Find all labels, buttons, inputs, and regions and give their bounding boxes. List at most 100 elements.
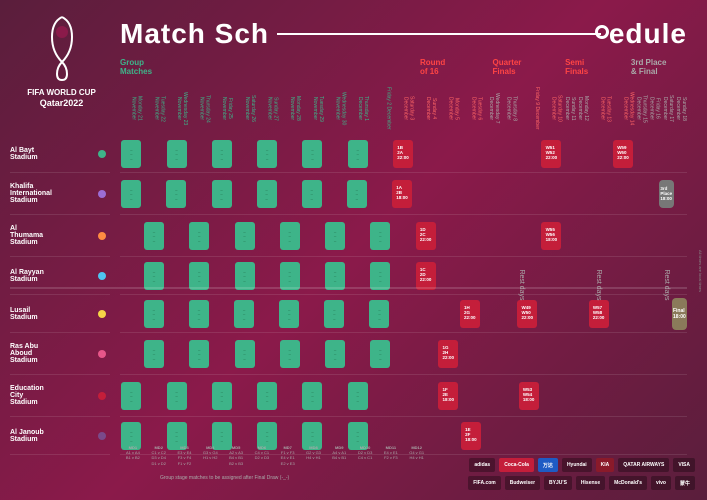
grid-cell [587, 179, 610, 209]
sponsors-row-2: FIFA.comBudweiserBYJU'SHisenseMcDonald's… [468, 476, 695, 490]
grid-cell [346, 221, 369, 251]
matchday-col: MD1A1 v A4B1 v B2 [120, 445, 146, 466]
grid-cell: ___ [278, 261, 301, 291]
schedule-grid: __________________1B 2A 22:00W51 W52 22:… [120, 135, 687, 455]
group-match-chip: ___ [370, 340, 390, 368]
grid-cell [460, 139, 483, 169]
date-col: Tuesday 13 December [589, 85, 612, 130]
grid-cell [661, 421, 674, 451]
grid-cell [576, 139, 589, 169]
knockout-chip: W53 W54 18:00 [519, 382, 539, 410]
date-col: Friday 9 December [517, 85, 540, 130]
grid-cell [633, 179, 646, 209]
group-match-chip: ___ [121, 140, 141, 168]
title-line [277, 33, 601, 35]
grid-cell [634, 421, 647, 451]
knockout-chip: W59 W60 22:00 [613, 140, 633, 168]
date-col: Sunday 11 December [563, 85, 576, 130]
grid-cell: ___ [255, 179, 278, 209]
grid-cell [437, 139, 460, 169]
grid-cell: ___ [188, 299, 211, 329]
grid-cell: ___ [346, 179, 369, 209]
group-match-chip: ___ [212, 140, 232, 168]
grid-cell: ___ [301, 381, 324, 411]
grid-cell: ___ [256, 381, 279, 411]
matchday-col: MD3E3 v E4F3 v F4F1 v F2 [172, 445, 198, 466]
stadium-row: Lusail Stadium [10, 295, 110, 333]
grid-cell: 1G 2H 22:00 [437, 339, 460, 369]
group-match-chip: ___ [280, 222, 300, 250]
grid-cell [647, 261, 660, 291]
date-col: Saturday 17 December [661, 85, 674, 130]
rest-days-label: Rest days [663, 269, 670, 300]
knockout-chip: 1F 2E 18:00 [438, 382, 458, 410]
grid-cell [233, 139, 256, 169]
date-col: Tuesday 29 November [301, 85, 324, 130]
grid-cell [612, 381, 635, 411]
grid-cell [481, 179, 499, 209]
grid-cell [634, 381, 647, 411]
grid-cell: 1B 2A 22:00 [392, 139, 415, 169]
grid-cell: ___ [278, 221, 301, 251]
date-col: Thursday 1 December [346, 85, 369, 130]
grid-cell [188, 139, 211, 169]
sponsor-logo: McDonald's [609, 476, 647, 490]
grid-cell: W51 W52 22:00 [540, 139, 563, 169]
grid-cell: ___ [188, 261, 211, 291]
grid-cell [482, 221, 500, 251]
grid-cell: ___ [324, 261, 347, 291]
grid-cell: ___ [346, 139, 369, 169]
grid-cell [674, 381, 687, 411]
group-match-chip: ___ [257, 140, 277, 168]
grid-row: __________________1G 2H 22:00 [120, 333, 687, 375]
grid-cell: ___ [165, 139, 188, 169]
date-col: Monday 28 November [278, 85, 301, 130]
grid-cell [210, 299, 233, 329]
grid-cell: ___ [233, 299, 256, 329]
grid-cell [539, 299, 562, 329]
title-right: edule [609, 18, 687, 50]
grid-cell [436, 179, 459, 209]
sponsor-logo: KIA [596, 458, 615, 472]
grid-cell [576, 421, 589, 451]
matchday-col: MD10D2 v D3C4 v C1 [352, 445, 378, 466]
group-match-chip: ___ [325, 340, 345, 368]
grid-cell [516, 179, 539, 209]
grid-cell: ___ [143, 221, 166, 251]
grid-cell: ___ [278, 339, 301, 369]
grid-cell [165, 299, 188, 329]
group-match-chip: ___ [370, 262, 390, 290]
stadium-row: Khalifa International Stadium [10, 173, 110, 215]
group-match-chip: ___ [234, 300, 254, 328]
grid-cell [460, 261, 483, 291]
grid-cell: W59 W60 22:00 [612, 139, 635, 169]
sponsor-logo: Coca-Cola [499, 458, 534, 472]
grid-cell [589, 381, 612, 411]
grid-cell [561, 299, 574, 329]
logo-trophy-icon [37, 12, 87, 82]
grid-cell [392, 221, 415, 251]
date-col: Tuesday 6 December [460, 85, 483, 130]
grid-cell [612, 261, 635, 291]
date-col: Saturday 26 November [233, 85, 256, 130]
final-chip: Final 18:00 [672, 298, 687, 330]
matchday-col: MD5A2 v A3B4 v B1B2 v B3 [223, 445, 249, 466]
grid-cell: 1A 2B 18:00 [391, 179, 414, 209]
grid-cell [539, 179, 562, 209]
grid-cell: 1D 2C 22:00 [414, 221, 437, 251]
phase-sf: Semi Finals [565, 58, 631, 76]
grid-cell [391, 299, 414, 329]
grid-row: __________________1H 2G 22:00W49 W50 22:… [120, 295, 687, 333]
rest-days-label: Rest days [518, 269, 525, 300]
grid-cell: 1H 2G 22:00 [458, 299, 481, 329]
group-match-chip: ___ [280, 340, 300, 368]
grid-cell [324, 139, 347, 169]
grid-cell: 3rd Place 18:00 [659, 179, 674, 209]
grid-cell [647, 139, 660, 169]
grid-cell [589, 221, 612, 251]
grid-cell: ___ [346, 381, 369, 411]
grid-cell: ___ [324, 221, 347, 251]
knockout-chip: 1C 2D 22:00 [416, 262, 436, 290]
grid-cell [301, 221, 324, 251]
sponsor-logo: FIFA.com [468, 476, 501, 490]
